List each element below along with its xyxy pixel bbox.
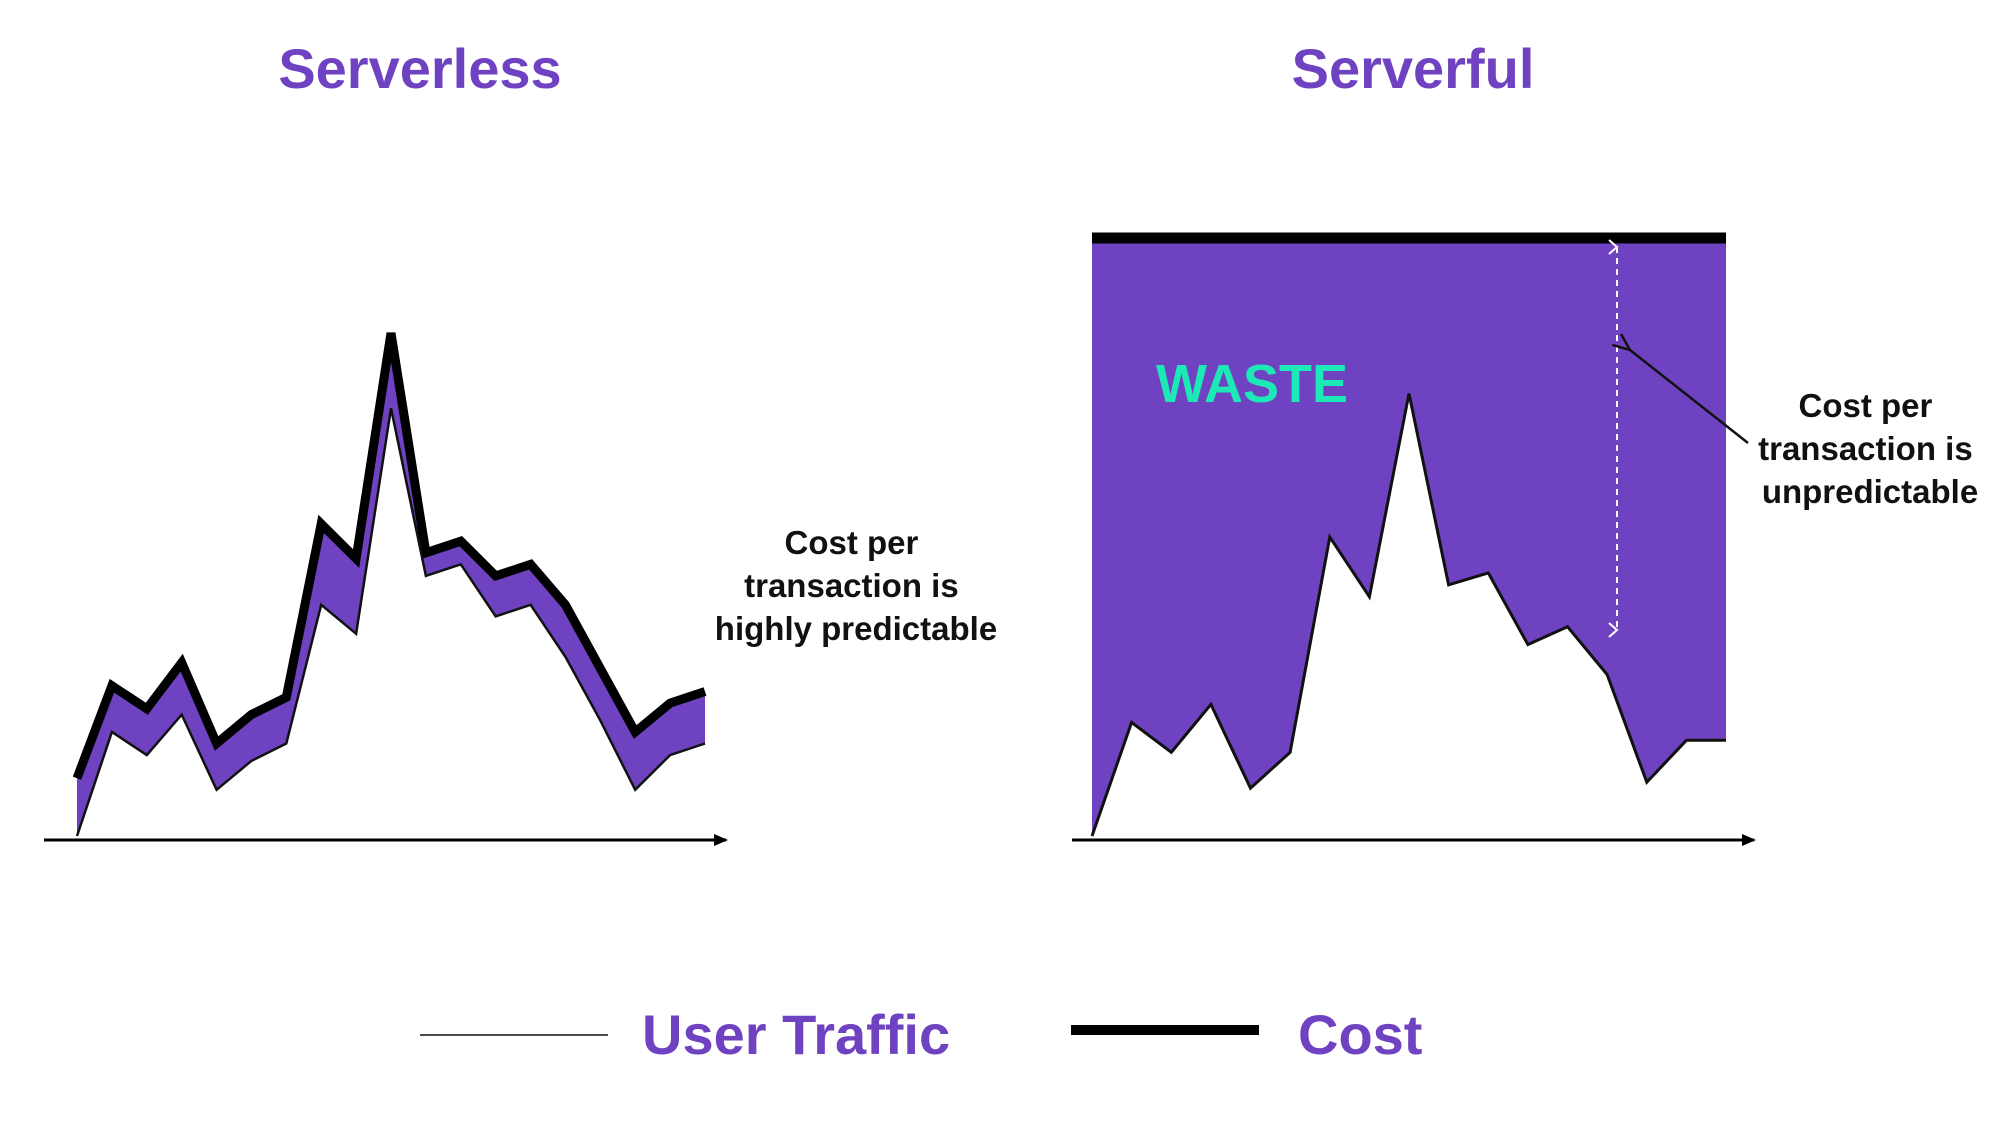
serverful-annotation-line: transaction is bbox=[1758, 430, 1973, 467]
serverless-title: Serverless bbox=[278, 37, 561, 100]
serverful-waste-area bbox=[1092, 238, 1726, 836]
serverful-annotation: Cost per transaction is unpredictable bbox=[1758, 387, 1982, 510]
legend: User Traffic Cost bbox=[420, 1003, 1422, 1066]
serverful-title: Serverful bbox=[1292, 37, 1535, 100]
legend-cost-label: Cost bbox=[1298, 1003, 1422, 1066]
serverless-cost-line bbox=[72, 332, 707, 780]
serverless-panel: Serverless Cost per transaction is highl… bbox=[44, 37, 997, 846]
traffic-series-line bbox=[75, 408, 706, 837]
serverful-annotation-line: unpredictable bbox=[1762, 473, 1978, 510]
serverless-annotation: Cost per transaction is highly predictab… bbox=[715, 524, 997, 647]
serverless-annotation-line: highly predictable bbox=[715, 610, 997, 647]
waste-label: WASTE bbox=[1156, 354, 1348, 414]
traffic-series-line bbox=[1090, 393, 1726, 837]
serverless-annotation-line: Cost per bbox=[784, 524, 918, 561]
serverless-traffic-line bbox=[75, 408, 706, 837]
legend-traffic-label: User Traffic bbox=[642, 1003, 950, 1066]
annotation-pointer-arrow bbox=[1630, 350, 1749, 444]
serverful-panel: Serverful WASTE Cost per transaction is … bbox=[1072, 37, 1982, 846]
serverful-annotation-line: Cost per bbox=[1798, 387, 1932, 424]
waste-area-fill bbox=[1092, 238, 1726, 836]
serverless-annotation-line: transaction is bbox=[744, 567, 959, 604]
cost-series-line bbox=[72, 332, 707, 780]
serverful-traffic-line bbox=[1090, 393, 1726, 837]
